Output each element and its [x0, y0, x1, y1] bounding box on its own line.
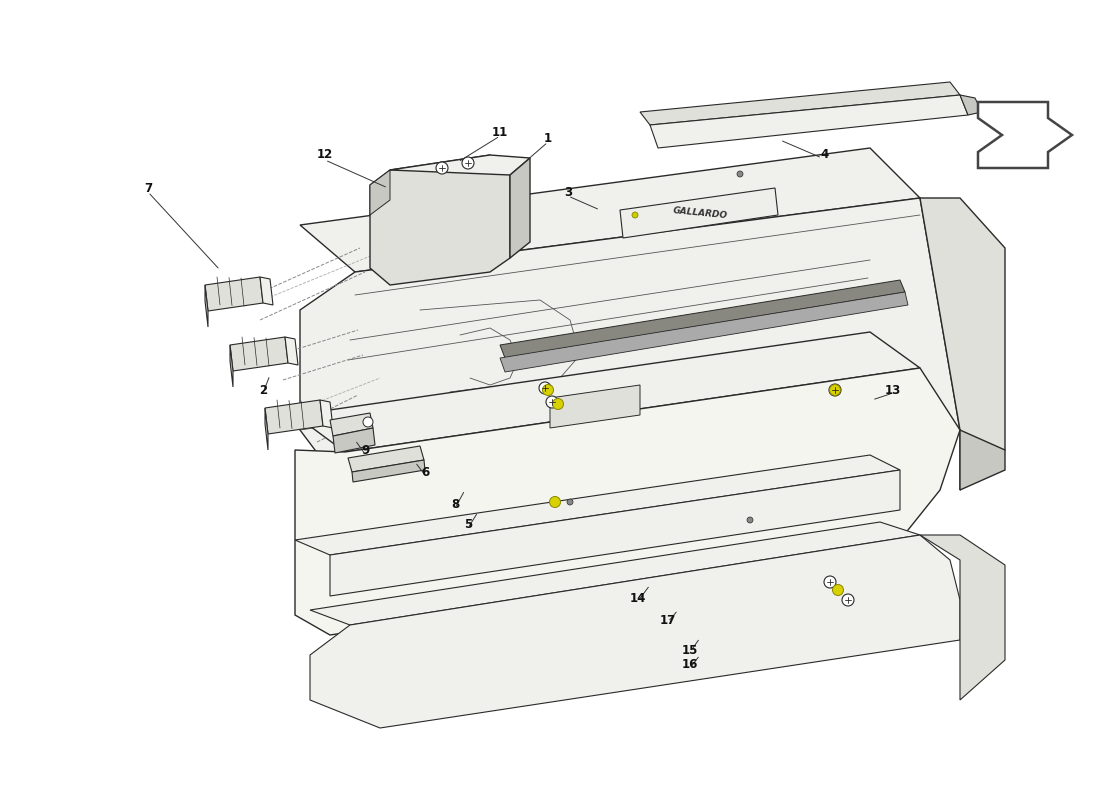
Text: 6: 6 — [421, 466, 429, 478]
Polygon shape — [300, 148, 920, 272]
Text: GALLARDO: GALLARDO — [672, 206, 728, 220]
Text: 3: 3 — [564, 186, 572, 198]
Polygon shape — [370, 155, 510, 285]
Polygon shape — [550, 385, 640, 428]
Polygon shape — [333, 428, 375, 453]
Text: 2: 2 — [258, 383, 267, 397]
Circle shape — [436, 162, 448, 174]
Polygon shape — [295, 368, 960, 635]
Polygon shape — [285, 337, 298, 365]
Polygon shape — [920, 198, 1005, 490]
Text: 16: 16 — [682, 658, 698, 671]
Polygon shape — [620, 188, 778, 238]
Polygon shape — [230, 337, 288, 371]
Polygon shape — [348, 446, 424, 472]
Text: 15: 15 — [682, 643, 698, 657]
Circle shape — [566, 499, 573, 505]
Text: 8: 8 — [451, 498, 459, 511]
Text: 1: 1 — [543, 131, 552, 145]
Polygon shape — [230, 345, 233, 387]
Circle shape — [542, 385, 553, 395]
Polygon shape — [310, 522, 920, 625]
Polygon shape — [320, 400, 333, 428]
Circle shape — [363, 417, 373, 427]
Polygon shape — [300, 198, 960, 510]
Circle shape — [546, 396, 558, 408]
Circle shape — [829, 384, 842, 396]
Polygon shape — [640, 82, 960, 125]
Polygon shape — [265, 408, 268, 450]
Circle shape — [833, 585, 844, 595]
Circle shape — [552, 398, 563, 410]
Polygon shape — [510, 158, 530, 258]
Polygon shape — [500, 292, 908, 372]
Circle shape — [842, 594, 854, 606]
Polygon shape — [295, 332, 920, 452]
Circle shape — [462, 157, 474, 169]
Text: 9: 9 — [361, 443, 370, 457]
Circle shape — [539, 382, 551, 394]
Text: 7: 7 — [144, 182, 152, 194]
Circle shape — [829, 385, 840, 395]
Polygon shape — [295, 455, 900, 555]
Polygon shape — [205, 285, 208, 327]
Polygon shape — [978, 102, 1072, 168]
Text: 17: 17 — [660, 614, 676, 626]
Text: 5: 5 — [464, 518, 472, 531]
Polygon shape — [330, 470, 900, 596]
Text: 14: 14 — [630, 591, 646, 605]
Polygon shape — [265, 400, 323, 434]
Text: 12: 12 — [317, 149, 333, 162]
Polygon shape — [310, 535, 960, 728]
Circle shape — [632, 212, 638, 218]
Polygon shape — [205, 277, 263, 311]
Polygon shape — [920, 535, 1005, 700]
Circle shape — [824, 576, 836, 588]
Polygon shape — [390, 155, 530, 175]
Text: 4: 4 — [821, 149, 829, 162]
Text: 13: 13 — [884, 383, 901, 397]
Circle shape — [737, 171, 742, 177]
Polygon shape — [500, 280, 905, 358]
Circle shape — [747, 517, 754, 523]
Polygon shape — [960, 95, 982, 115]
Polygon shape — [352, 460, 425, 482]
Text: 11: 11 — [492, 126, 508, 138]
Polygon shape — [650, 95, 968, 148]
Polygon shape — [960, 430, 1005, 490]
Polygon shape — [370, 170, 390, 215]
Polygon shape — [330, 413, 373, 436]
Polygon shape — [260, 277, 273, 305]
Circle shape — [550, 497, 561, 507]
